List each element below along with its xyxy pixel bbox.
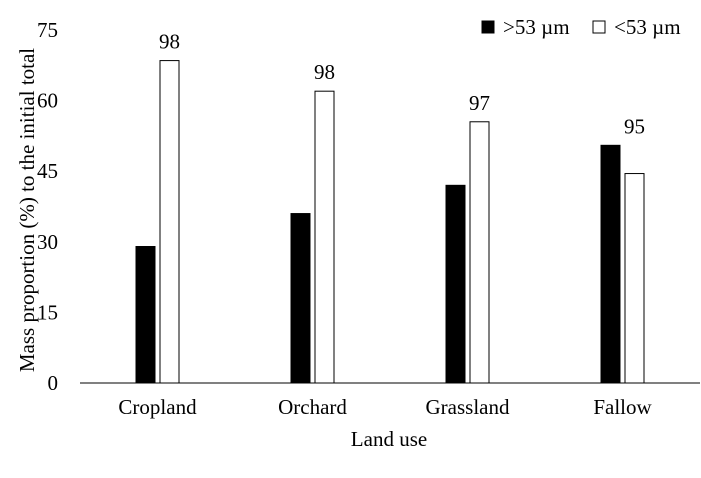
bar-coarse: [135, 246, 156, 384]
bar-fine: [469, 121, 490, 384]
y-tick-label: 30: [37, 230, 58, 254]
y-tick-label: 75: [37, 18, 58, 42]
total-label: 97: [469, 91, 490, 115]
bar-coarse: [290, 213, 311, 384]
legend-label: <53 µm: [614, 15, 681, 39]
x-axis-title: Land use: [351, 427, 427, 451]
legend-label: >53 µm: [503, 15, 570, 39]
bar-fine: [159, 60, 180, 384]
total-label: 98: [159, 30, 180, 54]
legend-swatch: [592, 20, 606, 34]
bar-coarse: [600, 144, 621, 384]
bar-fine: [314, 90, 335, 384]
total-label: 95: [624, 114, 645, 138]
total-label: 98: [314, 60, 335, 84]
legend-swatch: [481, 20, 495, 34]
x-tick-label: Orchard: [278, 395, 347, 419]
y-tick-label: 60: [37, 89, 58, 113]
legend: >53 µm <53 µm: [481, 15, 681, 39]
y-tick-label: 0: [48, 371, 59, 395]
y-tick-label: 15: [37, 300, 58, 324]
x-tick-label: Cropland: [118, 395, 197, 419]
bar-coarse: [445, 184, 466, 384]
x-tick-label: Fallow: [593, 395, 652, 419]
x-tick-label: Grassland: [426, 395, 510, 419]
y-tick-label: 45: [37, 159, 58, 183]
y-axis-title: Mass proportion (%) to the initial total: [15, 48, 39, 372]
bar-fine: [624, 173, 645, 384]
plot-area: 0 15 30 45 60 75 98 Cropland 98 Orchard 97 Grasslan…: [37, 18, 700, 419]
